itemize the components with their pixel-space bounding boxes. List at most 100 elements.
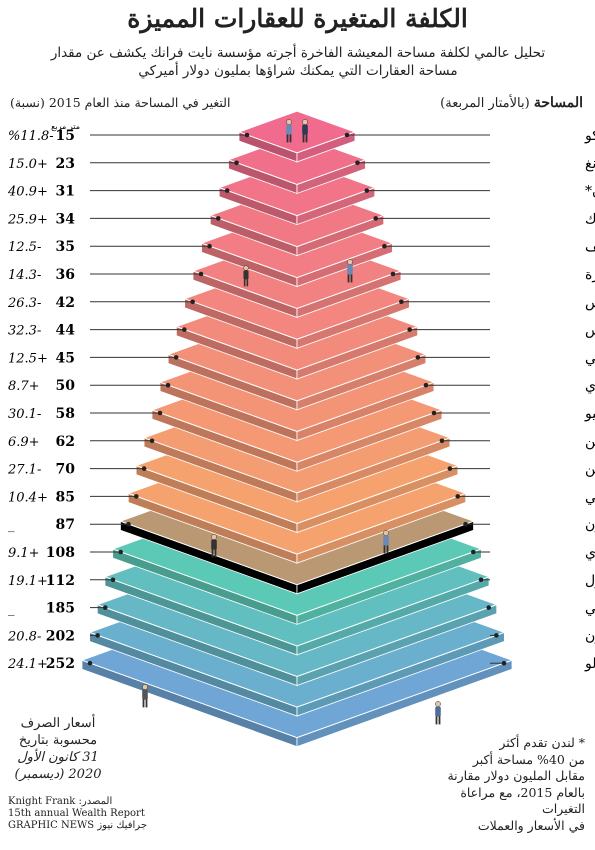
area-value: 70 [56,462,76,478]
leader-dot-right-3 [364,188,370,193]
area-header-unit: (بالأمتار المربعة) [440,96,530,111]
area-value: 45 [56,350,75,366]
leader-dot-left-12 [149,438,155,444]
change-value: 25.9+ [7,212,48,227]
change-value: 30.1- [8,407,41,422]
person-icon [347,259,353,283]
area-value: 85 [56,489,75,505]
city-label: ميامي [585,489,595,505]
unit-note: متر مربع [51,122,80,131]
note-line-1: أسعار الصرف [20,716,96,731]
person-icon [142,684,148,708]
change-value: 10.4+ [8,490,48,505]
source-line-1: المصدر: Knight Frank [8,796,113,807]
change-value: 40.9+ [7,185,48,200]
footnote-line-1: * لندن تقدم أكثر [499,735,585,750]
area-header-label: المساحة [533,95,583,111]
subtitle-line-2: مساحة العقارات التي يمكنك شراؤها بمليون … [138,63,458,79]
city-label: دبي [585,601,595,617]
city-label: لوس أنجلوس [585,320,595,339]
change-header: التغير في المساحة منذ العام 2015 (نسبة) [10,95,231,110]
leader-dot-left-18 [102,605,108,610]
people-figures [142,119,441,725]
area-value: 108 [46,545,75,561]
area-value: 202 [46,628,75,644]
city-label: هونغ كونغ [585,156,595,172]
city-label: سنغافورة [585,267,595,283]
city-label: مومباي [585,545,595,561]
note-line-2: محسوبة بتاريخ [18,733,98,748]
leader-dot-right-1 [344,132,350,138]
area-value: 112 [46,573,75,589]
change-value: 9.1+ [8,546,40,561]
leader-dot-left-6 [198,271,204,277]
leader-dot-right-20 [501,660,507,666]
leader-dot-right-17 [478,577,484,583]
change-value: %11.8- [8,129,54,144]
subtitle: تحليل عالمي لكلفة مساحة المعيشة الفاخرة … [18,44,578,80]
leader-lines [87,132,507,666]
pyramid-slabs [80,110,514,748]
area-value: 36 [56,267,75,283]
page-title: الكلفة المتغيرة للعقارات المميزة [127,4,468,33]
area-value: 44 [56,323,76,339]
leader-dot-right-10 [423,382,429,388]
leader-dot-left-17 [110,577,116,583]
note-line-3: 31 كانون الأول [17,750,99,765]
london-footnote: * لندن تقدم أكثر من 40% مساحة أكبر مقابل… [425,735,585,834]
person-icon [383,530,389,554]
area-value: 31 [56,184,75,200]
change-value: 15.0+ [8,157,48,172]
city-label: ساو باولو [584,656,595,672]
footnote-line-4: بالعام 2015، مع مراعاة التغيرات [460,784,585,817]
city-label: طوكيو [584,406,595,422]
leader-dot-left-11 [157,410,163,416]
change-value: 12.5+ [8,351,48,366]
exchange-rate-note: أسعار الصرف محسوبة بتاريخ 31 كانون الأول… [8,715,108,783]
leader-dot-left-13 [141,466,147,471]
person-icon [286,119,292,143]
area-value: 15 [56,128,75,144]
leader-dot-right-12 [439,438,445,444]
leader-dot-left-19 [95,633,100,638]
change-value: 12.5- [8,240,41,255]
change-value: 19.1+ [8,574,48,589]
leader-dot-right-9 [415,355,421,360]
city-label: بكين [585,434,595,450]
change-value: _ [8,602,15,617]
leader-dot-left-4 [215,216,221,221]
source-line-3: GRAPHIC NEWS جرافيك نيوز [8,820,148,831]
city-label: اسطنبول [585,573,595,589]
change-value: _ [8,518,15,533]
leader-dot-right-14 [455,494,461,499]
leader-dot-right-4 [373,216,379,221]
leader-dot-left-8 [182,327,187,332]
person-icon [435,701,441,725]
footnote-line-5: في الأسعار والعملات [477,817,585,833]
row-labels: موناكو 15%11.8- هونغ كونغ 23 15.0+ لندن* 31 40.… [7,122,595,672]
footnote-line-3: مقابل المليون دولار مقارنة [447,768,585,783]
area-value: 62 [56,434,75,450]
leader-dot-left-9 [173,355,179,360]
change-value: 27.1- [7,463,41,478]
area-value: 252 [46,656,75,672]
area-value: 34 [56,211,76,227]
city-label: جنيف [585,239,595,255]
footnote-line-2: من 40% مساحة أكبر [472,751,585,767]
person-icon [243,265,249,287]
person-icon [211,534,217,558]
leader-dot-left-3 [224,188,230,193]
change-value: 24.1+ [7,657,48,672]
area-value: 185 [46,601,75,617]
leader-dot-left-5 [207,243,212,249]
leader-dot-right-18 [486,605,492,610]
person-icon [302,119,308,143]
area-value: 35 [56,239,75,255]
source-credit: المصدر: Knight Frank 15th annual Wealth … [8,796,158,832]
city-label: كيب تاون [585,628,595,644]
city-label: باريس [585,295,595,311]
leader-dot-right-6 [390,271,396,277]
note-line-4: 2020 (ديسمبر) [14,767,102,782]
leader-dot-right-13 [447,466,453,471]
